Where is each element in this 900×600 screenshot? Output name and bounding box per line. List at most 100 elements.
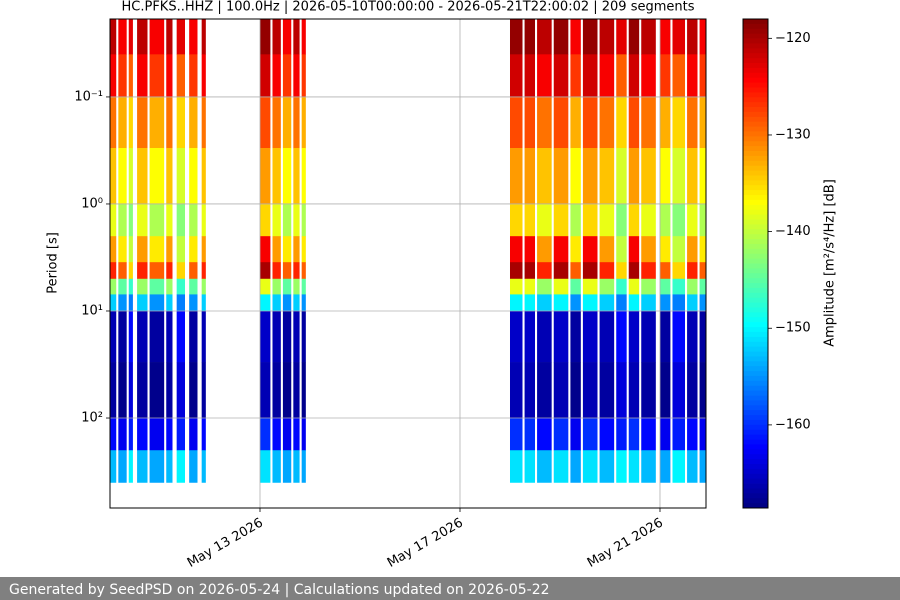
cell: [582, 262, 598, 280]
colorbar-swatch: [743, 322, 768, 328]
cell: [616, 310, 627, 363]
cell: [293, 362, 300, 419]
cell: [110, 203, 117, 237]
cell: [293, 278, 300, 295]
colorbar-swatch: [743, 317, 768, 323]
y-tick-label: 10¹: [81, 303, 103, 318]
x-tick-label: May 17 2026: [385, 516, 466, 571]
cell: [616, 147, 627, 205]
cell: [659, 362, 671, 419]
cell: [301, 19, 306, 55]
cell: [570, 362, 581, 419]
cell: [687, 54, 698, 98]
cell: [641, 262, 656, 280]
colorbar-swatch: [743, 190, 768, 196]
cell: [582, 203, 598, 237]
colorbar-swatch: [743, 287, 768, 294]
cell: [570, 262, 581, 280]
cell: [110, 236, 117, 263]
cell: [149, 278, 165, 295]
cell: [524, 450, 535, 483]
footer: Generated by SeedPSD on 2026-05-24 | Cal…: [9, 582, 550, 598]
cell: [659, 310, 671, 363]
cell: [272, 147, 281, 205]
colorbar-swatch: [743, 278, 768, 284]
colorbar-swatch: [743, 400, 768, 406]
cell: [599, 310, 615, 363]
footer-bar: [0, 577, 900, 600]
colorbar-swatch: [743, 410, 768, 416]
cell: [672, 262, 685, 280]
colorbar-swatch: [743, 390, 768, 396]
cell: [259, 262, 271, 280]
cell: [509, 262, 523, 280]
cell: [149, 203, 165, 237]
cell: [301, 54, 306, 98]
cell: [509, 203, 523, 237]
colorbar-swatch: [743, 341, 768, 348]
cell: [166, 203, 173, 237]
cell: [628, 278, 640, 295]
cell: [659, 19, 671, 55]
colorbar-swatch: [743, 473, 768, 480]
cell: [259, 418, 271, 451]
cell: [641, 147, 656, 205]
colorbar-swatch: [743, 48, 768, 54]
cell: [301, 262, 306, 280]
cell: [509, 294, 523, 312]
cell: [687, 147, 698, 205]
cell: [272, 262, 281, 280]
cell: [282, 54, 292, 98]
cell: [137, 203, 148, 237]
cell: [699, 362, 706, 419]
colorbar-swatch: [743, 160, 768, 167]
cell: [110, 262, 117, 280]
cell: [599, 96, 615, 149]
cell: [641, 418, 656, 451]
cell: [166, 294, 173, 312]
cell: [189, 450, 198, 483]
cell: [553, 294, 569, 312]
cell: [272, 19, 281, 55]
cell: [149, 262, 165, 280]
cell: [509, 310, 523, 363]
chart-title: HC.PFKS..HHZ | 100.0Hz | 2026-05-10T00:0…: [122, 0, 695, 15]
cell: [509, 236, 523, 263]
colorbar-swatch: [743, 380, 768, 387]
colorbar-swatch: [743, 327, 768, 333]
cell: [672, 418, 685, 451]
colorbar-swatch: [743, 283, 768, 289]
colorbar-swatch: [743, 419, 768, 426]
cell: [149, 294, 165, 312]
cell: [699, 236, 706, 263]
cell: [259, 19, 271, 55]
x-tick-label: May 21 2026: [585, 516, 666, 571]
y-tick-label: 10⁻¹: [74, 89, 103, 104]
cell: [524, 236, 535, 263]
cell: [570, 450, 581, 483]
cell: [687, 278, 698, 295]
cell: [149, 236, 165, 263]
cell: [524, 310, 535, 363]
cell: [687, 262, 698, 280]
cell: [659, 236, 671, 263]
cell: [616, 362, 627, 419]
colorbar-swatch: [743, 116, 768, 123]
cell: [293, 147, 300, 205]
cell: [537, 19, 552, 55]
y-tick-label: 10²: [81, 411, 103, 426]
cell: [282, 294, 292, 312]
cell: [137, 278, 148, 295]
cell: [176, 418, 185, 451]
cell: [137, 418, 148, 451]
colorbar-tick-label: −130: [775, 127, 811, 142]
colorbar-swatch: [743, 258, 768, 264]
colorbar-swatch: [743, 395, 768, 401]
cell: [137, 450, 148, 483]
colorbar-swatch: [743, 488, 768, 494]
cell: [641, 450, 656, 483]
cell: [699, 54, 706, 98]
cell: [687, 294, 698, 312]
cell: [537, 203, 552, 237]
cell: [659, 147, 671, 205]
